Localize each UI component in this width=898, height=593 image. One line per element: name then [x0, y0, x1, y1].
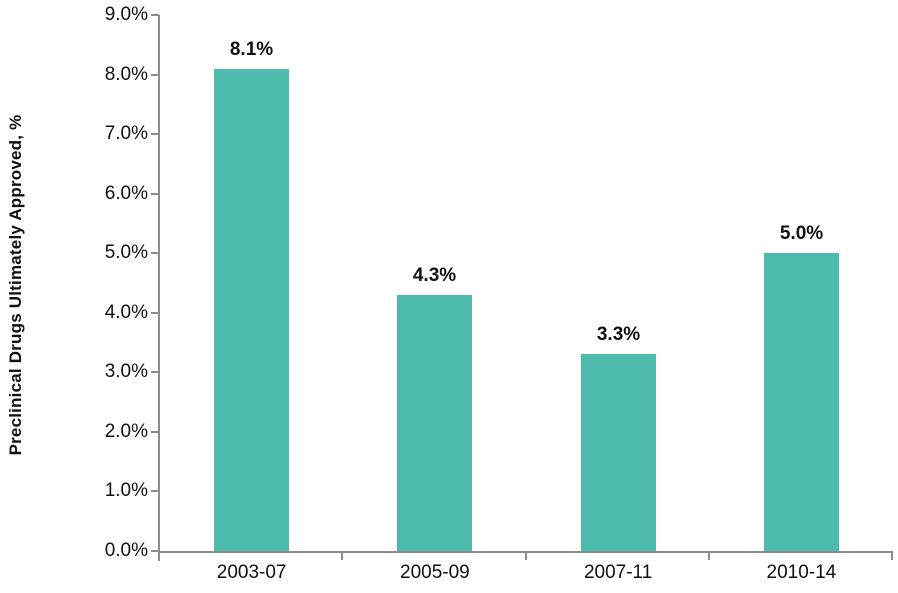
y-tick-label: 8.0%: [104, 63, 148, 85]
y-tick-label: 3.0%: [104, 361, 148, 383]
y-tick-mark: [151, 252, 159, 255]
y-tick-mark: [151, 133, 159, 136]
x-axis-line: [158, 551, 893, 553]
y-axis-line: [158, 15, 160, 561]
bar-2003-07: [214, 69, 289, 551]
x-category-label: 2007-11: [583, 562, 653, 583]
x-tick-mark: [341, 553, 344, 560]
y-tick-mark: [151, 550, 159, 552]
bar-2005-09: [397, 295, 472, 551]
y-tick-label: 6.0%: [104, 182, 148, 204]
y-tick-mark: [151, 192, 159, 195]
x-tick-mark: [524, 553, 527, 560]
y-tick-mark: [151, 14, 159, 16]
y-tick-mark: [151, 430, 159, 433]
x-category-label: 2003-07: [216, 562, 287, 583]
bar-value-label: 8.1%: [229, 39, 274, 60]
y-tick-mark: [151, 490, 159, 493]
bar-2010-14: [764, 253, 839, 551]
y-tick-mark: [151, 311, 159, 314]
y-tick-label: 5.0%: [104, 242, 148, 264]
y-tick-label: 7.0%: [104, 123, 148, 145]
y-tick-mark: [151, 73, 159, 76]
y-tick-label: 9.0%: [104, 4, 148, 25]
y-tick-label: 4.0%: [104, 301, 148, 323]
y-tick-label: 0.0%: [104, 540, 148, 561]
y-axis-title: Preclinical Drugs Ultimately Approved, %: [6, 114, 25, 456]
x-category-label: 2010-14: [766, 562, 837, 583]
bar-value-label: 4.3%: [412, 265, 457, 286]
y-tick-mark: [151, 371, 159, 374]
bar-value-label: 3.3%: [596, 324, 641, 345]
bar-value-label: 5.0%: [779, 223, 824, 244]
x-tick-mark: [707, 553, 710, 560]
x-category-label: 2005-09: [400, 562, 470, 583]
x-tick-mark: [891, 553, 893, 560]
bar-2007-11: [581, 354, 656, 551]
y-tick-label: 2.0%: [104, 420, 148, 442]
y-tick-label: 1.0%: [104, 480, 148, 502]
